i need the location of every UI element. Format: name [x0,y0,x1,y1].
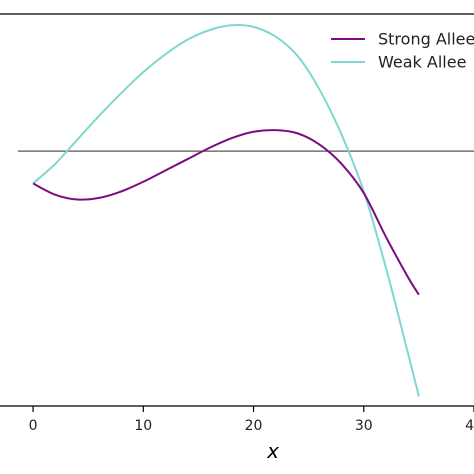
axes: 0 10 20 30 40 [0,13,474,434]
x-tick-label: 0 [29,418,38,434]
legend-label: Strong Allee [378,30,474,49]
legend-label: Weak Allee [378,53,466,72]
x-tick-label: 20 [245,418,263,434]
x-tick-label: 10 [134,418,152,434]
x-axis-title: x [266,439,279,463]
x-tick-label: 30 [355,418,373,434]
legend: Strong Allee Weak Allee [331,30,474,72]
plot-area [18,24,474,397]
series-line-weak-allee [32,24,420,397]
x-tick-label: 40 [465,418,474,434]
series-line-strong-allee [32,129,420,296]
